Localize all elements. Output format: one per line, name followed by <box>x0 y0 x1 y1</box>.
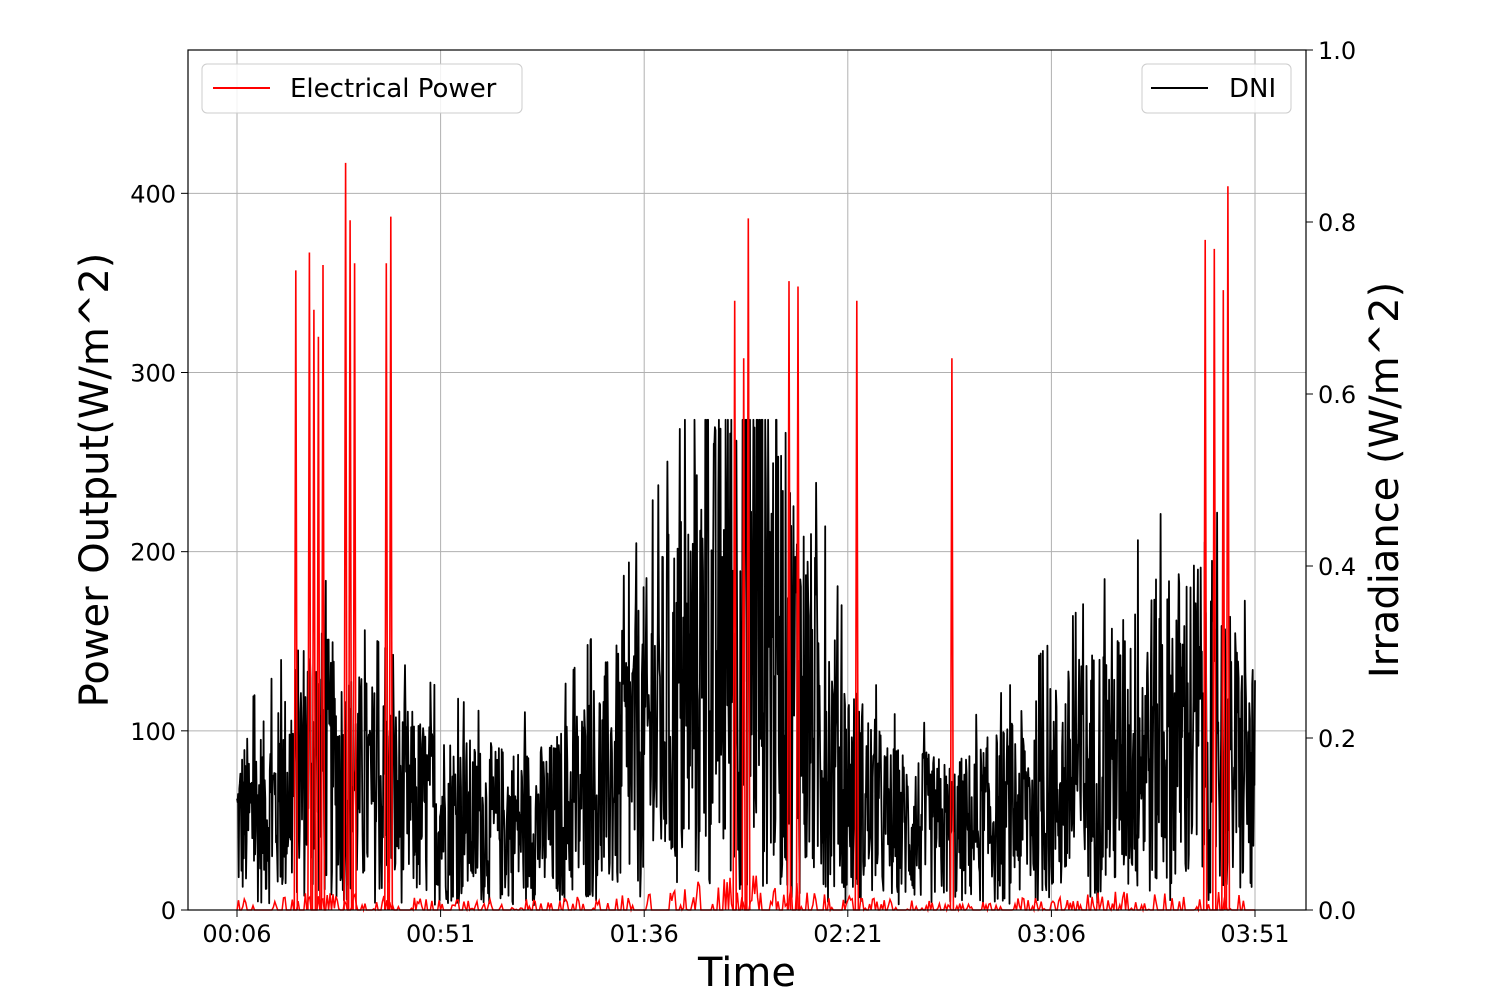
dni-series <box>236 418 1256 907</box>
left-y-tick-label: 200 <box>130 539 176 567</box>
electrical-power-peak <box>741 358 747 911</box>
electrical-power-peak <box>949 358 955 911</box>
electrical-power-peak <box>383 263 389 911</box>
x-tick-label: 02:21 <box>813 920 882 948</box>
right-y-axis-label: Irradiance (W/m^2) <box>1362 282 1408 678</box>
x-tick-label: 00:51 <box>406 920 475 948</box>
left-y-tick-label: 300 <box>130 360 176 388</box>
electrical-power-peak <box>343 162 348 911</box>
x-axis-ticks: 00:06 00:51 01:36 02:21 03:06 03:51 <box>202 910 1290 948</box>
right-y-tick-label: 0.6 <box>1318 381 1356 409</box>
electrical-power-peak <box>352 263 357 911</box>
left-y-tick-label: 0 <box>161 897 176 925</box>
legend-left: Electrical Power <box>201 63 523 114</box>
electrical-power-peak <box>1225 186 1231 911</box>
electrical-power-peak <box>320 264 326 911</box>
right-y-tick-label: 1.0 <box>1318 37 1356 65</box>
right-y-tick-label: 0.2 <box>1318 725 1356 753</box>
electrical-power-peak <box>795 286 801 911</box>
electrical-power-peak <box>1212 248 1217 911</box>
electrical-power-peak <box>307 252 312 911</box>
electrical-power-peak <box>745 218 751 911</box>
x-tick-label: 00:06 <box>202 920 271 948</box>
electrical-power-peak <box>786 281 792 911</box>
x-axis-label: Time <box>697 950 796 996</box>
left-y-tick-label: 100 <box>130 718 176 746</box>
electrical-power-peak <box>388 216 394 911</box>
right-y-tick-label: 0.8 <box>1318 209 1356 237</box>
right-y-tick-label: 0.4 <box>1318 553 1356 581</box>
x-tick-label: 01:36 <box>610 920 679 948</box>
left-y-tick-label: 400 <box>130 180 176 208</box>
x-tick-label: 03:06 <box>1017 920 1086 948</box>
electrical-power-peak <box>316 336 321 911</box>
legend-left-box <box>201 63 523 114</box>
right-y-axis-ticks: 0.0 0.2 0.4 0.6 0.8 1.0 <box>1306 37 1356 925</box>
right-y-tick-label: 0.0 <box>1318 897 1356 925</box>
electrical-power-peak <box>293 270 299 911</box>
plot-frame <box>187 49 1307 911</box>
x-tick-label: 03:51 <box>1220 920 1289 948</box>
electrical-power-peak <box>732 300 738 911</box>
electrical-power-series <box>236 162 1255 913</box>
left-y-axis-ticks: 0 100 200 300 400 <box>130 180 188 925</box>
electrical-power-peak <box>1221 290 1226 911</box>
electrical-power-peak <box>1202 239 1208 911</box>
left-y-axis-label: Power Output(W/m^2) <box>72 253 118 708</box>
electrical-power-peak <box>347 220 353 911</box>
electrical-power-peak <box>854 300 860 911</box>
electrical-power-peak <box>311 309 317 911</box>
legend-dni-label: DNI <box>1229 74 1276 104</box>
legend-right: DNI <box>1141 63 1292 114</box>
legend-right-box <box>1141 63 1292 114</box>
legend-electrical-power-label: Electrical Power <box>290 74 497 104</box>
dni-line <box>236 418 1256 907</box>
